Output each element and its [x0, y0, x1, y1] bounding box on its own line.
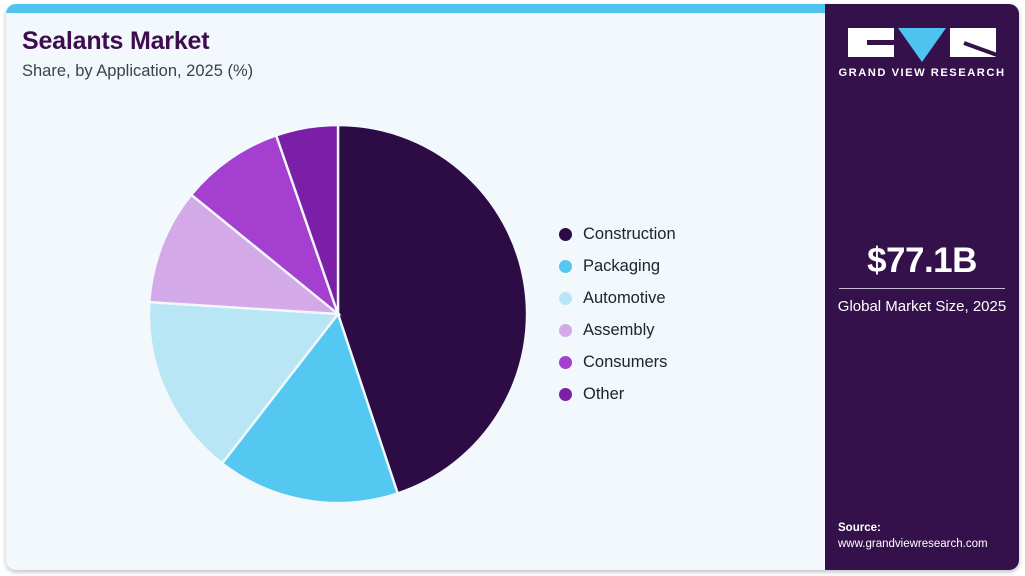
- legend-swatch-icon: [559, 355, 572, 369]
- legend-label: Assembly: [583, 320, 655, 339]
- chart-header: Sealants Market Share, by Application, 2…: [22, 26, 642, 83]
- legend-item-other[interactable]: Other: [559, 378, 809, 410]
- pie-chart-area: Construction Packaging Automotive Assembly C…: [6, 4, 825, 570]
- stat-divider: [839, 288, 1005, 289]
- top-accent-bar: [6, 4, 825, 13]
- chart-card: Sealants Market Share, by Application, 2…: [6, 4, 1019, 570]
- page-title: Sealants Market: [22, 27, 210, 55]
- legend-swatch-icon: [559, 259, 572, 273]
- logo-g-icon: [848, 28, 894, 57]
- pie-slice-automotive[interactable]: [147, 300, 341, 466]
- chart-legend: Construction Packaging Automotive Assembly C…: [559, 218, 809, 410]
- legend-item-automotive[interactable]: Automotive: [559, 282, 809, 314]
- legend-label: Automotive: [583, 288, 666, 307]
- pie-slice-construction[interactable]: [336, 123, 529, 495]
- legend-item-assembly[interactable]: Assembly: [559, 314, 809, 346]
- logo-r-icon: [950, 28, 996, 57]
- stat-value: $77.1B: [867, 241, 977, 280]
- legend-swatch-icon: [559, 387, 572, 401]
- source-label: Source:: [838, 522, 881, 534]
- legend-item-consumers[interactable]: Consumers: [559, 346, 809, 378]
- legend-swatch-icon: [559, 227, 572, 241]
- legend-label: Consumers: [583, 352, 668, 371]
- logo-v-triangle-icon: [898, 28, 946, 62]
- stat-caption: Global Market Size, 2025: [837, 298, 1007, 315]
- source-block: Source: www.grandviewresearch.com: [838, 520, 1016, 552]
- legend-swatch-icon: [559, 323, 572, 337]
- logo-wordmark: GRAND VIEW RESEARCH: [838, 67, 1006, 79]
- legend-swatch-icon: [559, 291, 572, 305]
- logo-marks: [825, 28, 1019, 62]
- source-url: www.grandviewresearch.com: [838, 538, 988, 550]
- pie-chart: [147, 123, 529, 505]
- pie-slice-packaging[interactable]: [220, 311, 400, 505]
- brand-logo: GRAND VIEW RESEARCH: [825, 28, 1019, 79]
- legend-label: Construction: [583, 224, 676, 243]
- pie-slice-consumers[interactable]: [189, 133, 341, 318]
- market-size-stat: $77.1B Global Market Size, 2025: [837, 240, 1007, 317]
- side-panel: GRAND VIEW RESEARCH $77.1B Global Market…: [825, 4, 1019, 570]
- legend-label: Other: [583, 384, 625, 403]
- legend-label: Packaging: [583, 256, 661, 275]
- pie-slice-group: [147, 123, 529, 505]
- chart-subtitle: Share, by Application, 2025 (%): [22, 62, 254, 80]
- legend-item-packaging[interactable]: Packaging: [559, 250, 809, 282]
- pie-slice-other[interactable]: [274, 123, 340, 315]
- legend-item-construction[interactable]: Construction: [559, 218, 809, 250]
- pie-slice-assembly[interactable]: [148, 193, 342, 316]
